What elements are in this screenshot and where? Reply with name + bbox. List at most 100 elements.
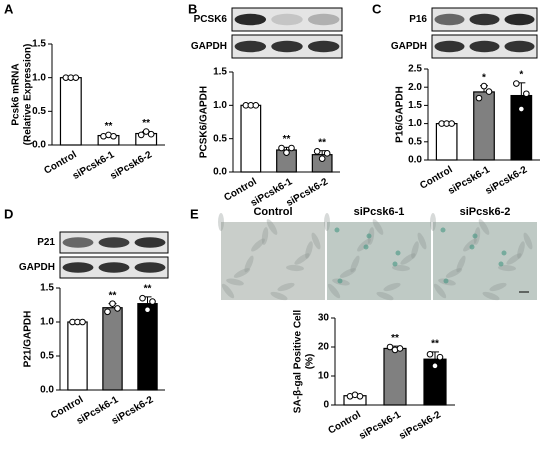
data-point (288, 144, 295, 152)
data-point (252, 102, 260, 109)
blot-band (307, 13, 340, 26)
data-point (109, 300, 116, 307)
data-point (396, 345, 404, 352)
blot-band (271, 40, 303, 53)
data-point (318, 155, 326, 162)
cell-texture (226, 278, 244, 286)
data-point (137, 131, 145, 139)
data-point (283, 149, 290, 156)
blot-band (134, 262, 166, 273)
cell-texture (411, 241, 419, 259)
data-point (323, 150, 331, 157)
stain (392, 261, 398, 267)
bar (383, 347, 407, 406)
cell-texture (294, 253, 310, 265)
data-point (144, 306, 151, 314)
blot-strip (231, 7, 343, 32)
blot-label: GAPDH (391, 41, 427, 52)
blot-band (434, 40, 465, 53)
cell-texture (305, 241, 313, 259)
cell-texture (498, 264, 516, 272)
cell-texture (266, 219, 278, 235)
image-title: Control (253, 206, 292, 218)
significance: ** (318, 137, 326, 148)
data-point (104, 308, 111, 316)
data-point (480, 82, 488, 90)
y-tick-label: 30 (318, 313, 330, 324)
panel-label: D (4, 206, 13, 221)
data-point (149, 298, 156, 305)
cell-texture (244, 255, 254, 273)
significance: ** (142, 118, 150, 129)
cell-texture (489, 282, 507, 292)
y-axis-label: PCSK6/GAPDH (199, 86, 210, 158)
cell-texture (400, 253, 416, 265)
cell-texture (463, 238, 477, 252)
bar (240, 104, 262, 173)
cell-texture (357, 238, 371, 252)
stain (363, 244, 369, 250)
cell-texture (221, 283, 235, 299)
panel-label: B (188, 1, 197, 16)
data-point (114, 305, 121, 312)
y-tick-label: 1.5 (40, 283, 54, 294)
data-point (142, 128, 150, 135)
blot-band (434, 13, 465, 26)
bar (435, 122, 458, 161)
panel-label: C (372, 1, 382, 16)
data-point (475, 94, 483, 102)
y-axis-label: SA-β-gal Positive Cell (293, 310, 304, 414)
y-tick-label: 1.5 (408, 100, 422, 111)
y-tick-label: 0.0 (32, 140, 46, 151)
blot-band (469, 13, 500, 26)
y-axis-label: P16/GAPDH (395, 86, 406, 143)
cell-texture (327, 283, 341, 299)
cell-texture (517, 241, 525, 259)
y-tick-label: 0.5 (213, 133, 227, 144)
cell-texture (430, 213, 436, 231)
stain (501, 250, 507, 256)
y-tick-label: 0.5 (32, 106, 46, 117)
cell-texture (506, 253, 522, 265)
y-tick-label: 2.0 (408, 82, 422, 93)
cell-texture (478, 219, 490, 235)
cell-texture (277, 282, 295, 292)
y-tick-label: 20 (318, 342, 330, 353)
significance: ** (109, 290, 117, 301)
blot-band (504, 40, 535, 53)
y-tick-label: 0 (323, 400, 329, 411)
blot-label: GAPDH (191, 41, 227, 52)
stain (440, 227, 446, 233)
data-point (436, 353, 444, 361)
significance: ** (391, 333, 399, 344)
cell-texture (324, 213, 330, 231)
micrograph (433, 222, 537, 300)
significance: ** (105, 121, 113, 132)
data-point (431, 362, 439, 370)
stain (472, 233, 478, 239)
image-title: siPcsk6-2 (460, 206, 511, 218)
blot-label: GAPDH (19, 262, 55, 273)
cell-texture (270, 291, 288, 301)
x-tick-label: siPcsk6-2 (109, 149, 155, 182)
x-tick-label: siPcsk6-2 (484, 164, 530, 197)
data-point (79, 318, 86, 326)
y-tick-label: 0.5 (408, 136, 422, 147)
blot-band (62, 262, 94, 273)
cell-texture (376, 291, 394, 301)
cell-texture (339, 268, 357, 278)
stain (469, 244, 475, 250)
cell-texture (482, 291, 500, 301)
cell-texture (372, 219, 384, 235)
cell-texture (311, 232, 321, 250)
bar (137, 303, 158, 391)
blot-band (98, 262, 130, 273)
y-tick-label: 1.0 (213, 100, 227, 111)
blot-band (234, 13, 267, 26)
significance: * (482, 72, 486, 83)
y-tick-label: 2.5 (408, 64, 422, 75)
cell-texture (433, 283, 447, 299)
cell-texture (350, 255, 360, 273)
x-tick-label: siPcsk6-1 (357, 409, 403, 442)
